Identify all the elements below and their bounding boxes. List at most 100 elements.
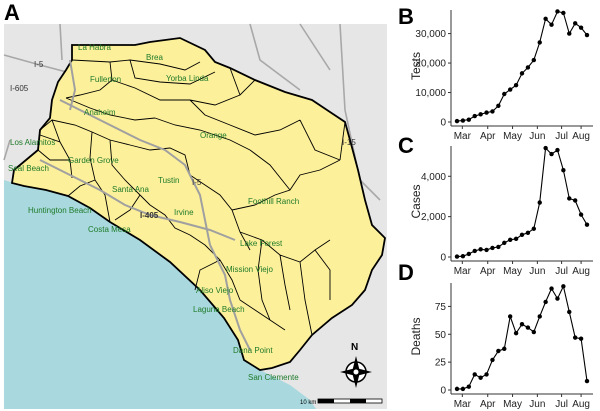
data-point [584,222,590,227]
data-point [567,196,572,201]
y-tick-label: 75 [435,302,447,313]
data-point [567,31,572,36]
highway-label: I-15 [342,138,356,147]
data-point [561,284,566,289]
data-point [460,118,466,123]
data-point [578,25,584,30]
data-point [466,251,472,257]
y-tick-label: 4,000 [421,172,446,183]
data-point [496,348,501,354]
data-point [519,71,525,76]
panel-label-c: C [398,133,414,158]
data-point [460,386,466,392]
data-point [513,236,519,242]
data-point [549,151,554,157]
data-point [572,198,578,203]
y-tick-label: 2,000 [421,212,446,223]
data-point [549,22,554,27]
data-point [496,244,501,250]
city-label: Foothill Ranch [248,197,299,206]
data-point [537,314,542,319]
orange-county-shape [10,37,386,371]
city-label: Huntington Beach [28,206,92,215]
data-point [543,299,548,305]
y-tick-label: 20,000 [415,59,446,70]
panel-label-d: D [398,260,414,285]
data-point [466,117,472,122]
map-panel: La Habra Brea Fullerton Yorba Linda Anah… [3,0,387,409]
city-label: Santa Ana [112,185,149,194]
series-line [456,146,588,258]
highway-label: I-5 [34,60,44,69]
data-point [519,322,525,327]
data-point [490,109,495,114]
y-tick-label: 0 [440,118,446,129]
city-label: Los Alamitos [10,138,55,147]
data-point [466,384,472,389]
data-point [531,226,537,231]
x-tick-label: Mar [454,399,472,410]
x-tick-label: Apr [480,131,496,142]
freeway-lines [39,59,251,351]
city-label: La Habra [78,43,111,52]
background-roads [3,23,381,201]
city-label: Seal Beach [8,164,49,173]
data-point [567,309,572,315]
charts-area: B 0 10,000 20,000 30,000 Mar Apr May Jun Jul Aug Te… [398,4,593,410]
y-tick-label: 0 [440,386,446,397]
data-point [531,57,537,63]
data-point [496,103,501,108]
data-point [561,168,566,173]
x-tick-label: May [503,266,522,277]
city-label: Yorba Linda [166,74,209,83]
data-point [454,386,460,392]
scale-label: 10 km [300,400,316,406]
city-label: Aliso Viejo [196,286,234,295]
data-point [519,232,525,237]
data-point [513,82,519,88]
y-tick-label: 0 [440,253,446,264]
city-label: Lake Forest [240,239,283,248]
data-point [555,147,560,153]
data-point [584,32,590,38]
data-point [507,87,513,92]
data-point [572,335,578,340]
data-point [537,200,542,205]
north-label: N [351,342,358,353]
data-point [484,110,489,115]
data-point [543,145,548,151]
data-point [502,346,507,351]
data-point [484,247,489,253]
city-label: Dana Point [233,346,273,355]
y-axis-title: Cases [409,184,423,218]
x-tick-label: May [503,131,522,142]
data-point [549,286,554,291]
data-point [490,357,495,363]
x-tick-label: Apr [480,399,496,410]
data-point [555,9,560,14]
chart-panel-d: D 0 25 50 75 Mar Apr May Jun Jul Aug Deaths [398,260,593,410]
city-label: Tustin [158,176,180,185]
data-point [478,375,483,380]
data-point [460,253,466,259]
data-point [513,330,519,336]
x-tick-label: Aug [572,399,590,410]
data-point [484,372,489,377]
data-point [478,247,483,252]
data-point [472,248,477,254]
data-point [502,91,507,97]
y-tick-label: 30,000 [415,29,446,40]
data-point [537,40,542,45]
data-point [472,113,477,119]
x-tick-label: Apr [480,266,496,277]
y-axis-title: Tests [409,52,423,80]
data-point [507,237,513,243]
y-tick-label: 25 [435,358,447,369]
city-boundaries [37,59,346,336]
x-tick-label: Jun [529,399,545,410]
data-point [507,314,513,319]
data-point [525,325,531,330]
data-point [584,378,590,384]
data-point [454,254,460,259]
